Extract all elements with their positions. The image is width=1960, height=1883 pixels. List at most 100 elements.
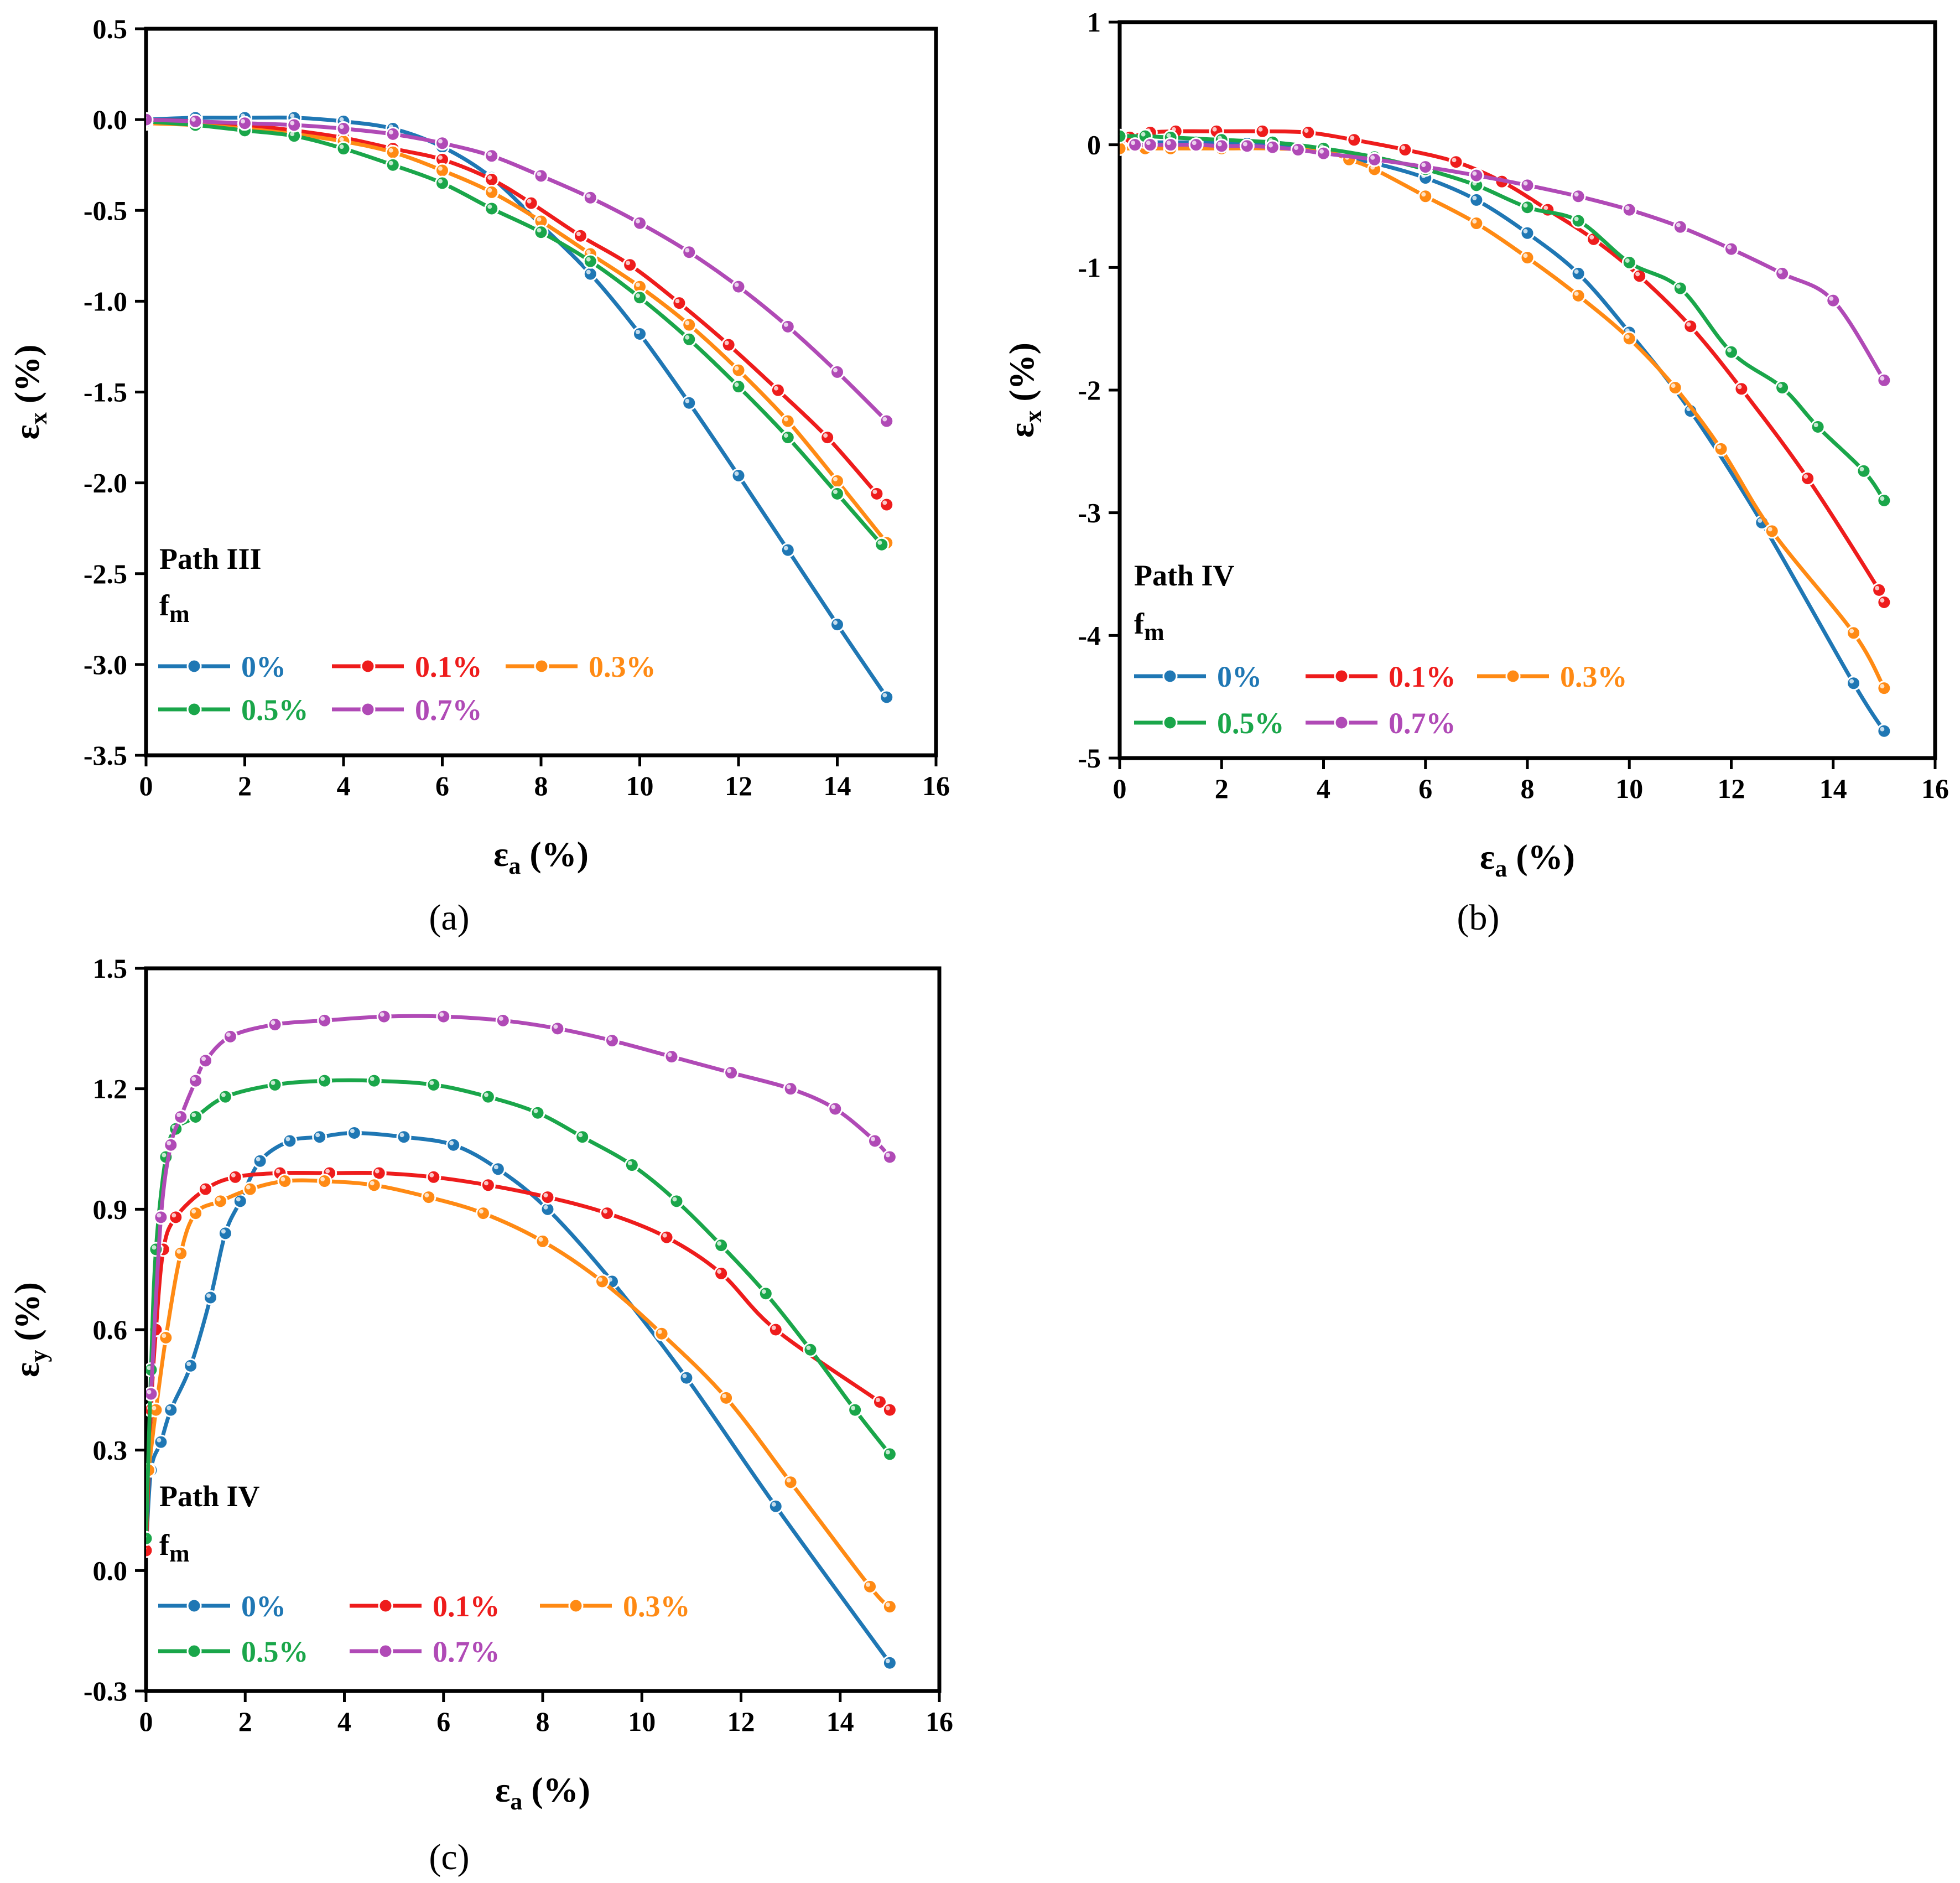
point-highlight (236, 1197, 241, 1202)
data-point (679, 1370, 694, 1386)
y-tick-label: -1 (1078, 252, 1101, 283)
y-axis-label: εx (%) (1002, 343, 1047, 438)
data-point (495, 1013, 511, 1028)
point-highlight (885, 1450, 890, 1455)
point-highlight (773, 386, 778, 391)
data-point (1448, 154, 1464, 170)
point-highlight (315, 1133, 320, 1138)
point-highlight (1880, 684, 1885, 689)
point-highlight (1401, 146, 1406, 151)
point-highlight (833, 476, 838, 481)
data-point (862, 1579, 878, 1594)
point-highlight (882, 417, 887, 422)
data-point (446, 1137, 461, 1153)
fm-label: fm (1134, 607, 1164, 646)
point-highlight (388, 129, 393, 134)
data-point (682, 245, 697, 260)
x-tick-label: 14 (824, 770, 851, 801)
data-point (1876, 723, 1892, 739)
data-point (1142, 137, 1158, 153)
point-highlight (256, 1156, 261, 1161)
legend-label: 0.7% (433, 1635, 500, 1668)
x-tick-label: 8 (534, 770, 548, 801)
point-highlight (734, 282, 739, 287)
data-point (583, 190, 598, 205)
point-highlight (1421, 192, 1426, 197)
x-tick-label: 8 (536, 1706, 550, 1737)
point-highlight (493, 1165, 498, 1170)
point-highlight (424, 1193, 429, 1198)
series-line-0.1% (146, 117, 889, 507)
y-tick-label: -2.0 (84, 468, 127, 499)
point-highlight (1859, 466, 1864, 471)
point-highlight (1671, 383, 1676, 388)
legend-swatch-marker (1162, 668, 1178, 684)
path-annotation: Path IV (159, 1480, 260, 1513)
series-line-0.3% (146, 121, 889, 545)
data-point (385, 144, 401, 160)
series-layer (1120, 123, 1892, 739)
data-point (287, 117, 302, 133)
plot-frame (144, 27, 938, 758)
series-line-0.5% (1120, 134, 1886, 502)
data-point (783, 1081, 798, 1097)
data-point (682, 331, 697, 347)
point-highlight (833, 620, 838, 625)
point-highlight (885, 1602, 890, 1607)
point-highlight (370, 1181, 375, 1186)
point-highlight (1523, 203, 1528, 208)
legend-item-0%: 0% (158, 1590, 286, 1623)
data-point (768, 1322, 783, 1337)
legend-item-0.3%: 0.3% (506, 650, 656, 683)
legend-item-0.1%: 0.1% (1306, 660, 1456, 693)
point-highlight (290, 132, 295, 137)
data-point (1764, 523, 1780, 539)
point-highlight (877, 540, 882, 545)
point-highlight (171, 1213, 176, 1218)
point-highlight (685, 398, 690, 403)
data-point (1571, 213, 1586, 229)
data-point (879, 497, 895, 512)
data-point (435, 163, 450, 178)
point-highlight (885, 1153, 890, 1158)
data-point (435, 136, 450, 151)
point-highlight (320, 1016, 325, 1021)
y-tick-label: 1 (1087, 7, 1101, 38)
data-point (780, 542, 796, 558)
point-highlight (724, 340, 729, 345)
point-highlight (576, 231, 581, 236)
point-highlight (1141, 132, 1146, 137)
y-tick-label: 0.0 (93, 104, 128, 135)
data-point (1876, 372, 1892, 388)
point-highlight (1778, 383, 1783, 388)
point-highlight (1268, 143, 1273, 148)
data-point (173, 1109, 189, 1124)
point-highlight (1421, 163, 1426, 168)
x-tick-label: 6 (435, 770, 449, 801)
x-tick-label: 16 (1921, 773, 1949, 804)
point-highlight (662, 1233, 667, 1238)
point-highlight (722, 1393, 727, 1398)
legend-item-0.1%: 0.1% (350, 1590, 500, 1623)
point-highlight (657, 1329, 662, 1334)
chart-panel-c: 0 2 4 6 8 10 12 14 16 -0.3 0.0 0.3 0.6 0.9 1.2 1.5 εa (%… (7, 953, 953, 1877)
data-point (484, 184, 500, 200)
data-point (724, 1065, 739, 1081)
point-highlight (1166, 141, 1171, 146)
data-point (682, 395, 697, 411)
legend-item-0.1%: 0.1% (332, 650, 482, 683)
y-tick-label: -3 (1078, 497, 1101, 528)
point-highlight (1131, 141, 1136, 146)
data-point (421, 1190, 436, 1205)
point-highlight (882, 693, 887, 698)
legend-swatch-marker (568, 1598, 584, 1614)
data-point (828, 1101, 843, 1117)
point-highlight (1258, 127, 1263, 132)
data-point (770, 382, 786, 398)
legend-item-0.7%: 0.7% (350, 1635, 500, 1668)
y-tick-label: -3.0 (84, 649, 127, 680)
legend-label: 0.3% (589, 650, 656, 683)
y-tick-label: -2.5 (84, 558, 127, 589)
data-point (682, 317, 697, 333)
point-highlight (786, 1478, 791, 1483)
